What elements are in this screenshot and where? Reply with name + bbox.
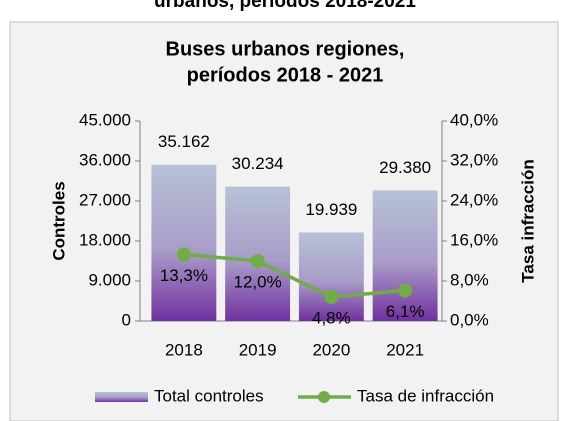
y-tick-label: 0	[122, 310, 131, 329]
x-tick-label: 2020	[312, 340, 350, 359]
line-marker	[250, 254, 265, 268]
bar-value-label: 35.162	[158, 132, 210, 151]
x-tick-label: 2018	[165, 340, 203, 359]
line-value-label: 4,8%	[312, 308, 351, 327]
bar-value-label: 30.234	[232, 154, 284, 173]
y2-tick-label: 40,0%	[450, 110, 498, 129]
bar-value-label: 19.939	[305, 200, 357, 219]
chart-title: períodos 2018 - 2021	[187, 64, 384, 86]
y2-axis-title: Tasa infracción	[518, 159, 537, 282]
bar	[225, 186, 291, 321]
y-tick-label: 18.000	[79, 230, 131, 249]
y-axis-title: Controles	[49, 181, 68, 260]
y2-tick-label: 8,0%	[450, 270, 489, 289]
x-tick-label: 2019	[239, 340, 277, 359]
x-tick-label: 2021	[386, 340, 424, 359]
line-marker	[324, 290, 339, 304]
bar-value-label: 29.380	[379, 158, 431, 177]
y2-tick-label: 0,0%	[450, 310, 489, 329]
line-marker	[398, 283, 413, 298]
y-tick-label: 27.000	[79, 190, 131, 209]
caption: urbanos, períodos 2018-2021	[154, 0, 416, 12]
line-marker	[176, 247, 191, 262]
line-value-label: 13,3%	[160, 266, 208, 285]
bar	[298, 232, 364, 321]
y-tick-label: 9.000	[88, 270, 131, 289]
legend-swatch	[95, 392, 148, 402]
line-value-label: 6,1%	[386, 302, 425, 321]
legend-marker	[318, 391, 330, 403]
y-tick-label: 45.000	[79, 110, 131, 129]
legend-label: Total controles	[154, 386, 264, 405]
chart-title: Buses urbanos regiones,	[166, 38, 405, 60]
bar	[151, 164, 217, 321]
y-tick-label: 36.000	[79, 150, 131, 169]
legend-label: Tasa de infracción	[357, 386, 494, 405]
bar	[372, 190, 438, 321]
y2-tick-label: 32,0%	[450, 150, 498, 169]
line-value-label: 12,0%	[234, 272, 282, 291]
y2-tick-label: 16,0%	[450, 230, 498, 249]
line	[183, 252, 406, 299]
y2-tick-label: 24,0%	[450, 190, 498, 209]
